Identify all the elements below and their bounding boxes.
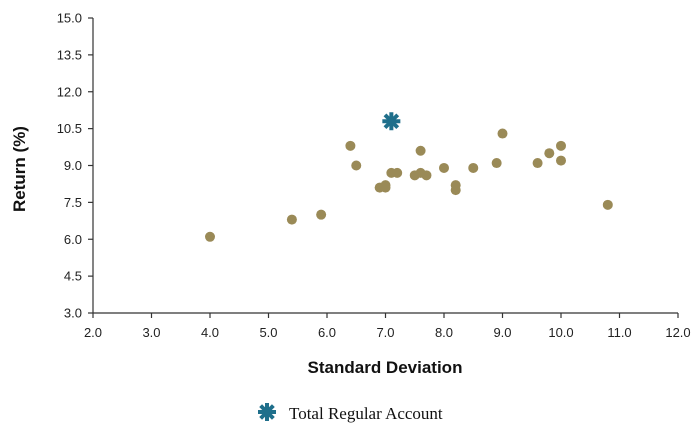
- data-point: [286, 214, 297, 225]
- y-tick-label: 6.0: [64, 232, 82, 247]
- y-tick-label: 15.0: [57, 11, 82, 26]
- x-tick-label: 2.0: [84, 325, 102, 340]
- x-axis-title: Standard Deviation: [308, 358, 463, 377]
- plot-area: 2.0 3.0 4.0 5.0 6.0 7.0 8.0 9.0 10.0 11.0 12.0 3.0…: [57, 11, 691, 341]
- y-tick-label: 10.5: [57, 121, 82, 136]
- data-point: [351, 160, 362, 171]
- data-point: [556, 140, 566, 151]
- data-point: [380, 182, 391, 193]
- y-tick-label: 9.0: [64, 158, 82, 173]
- legend-asterisk-icon: [258, 403, 276, 421]
- x-tick-label: 7.0: [376, 325, 394, 340]
- y-tick-label: 12.0: [57, 84, 82, 99]
- data-point: [316, 209, 327, 220]
- data-point: [556, 155, 566, 166]
- y-axis-ticks: 3.0 4.5 6.0 7.5 9.0 10.5 12.0 13.5 15.0: [57, 11, 93, 321]
- data-point: [421, 170, 432, 181]
- data-point: [439, 162, 449, 173]
- x-tick-label: 10.0: [548, 325, 573, 340]
- data-point: [468, 162, 479, 173]
- x-tick-label: 8.0: [435, 325, 453, 340]
- data-point: [544, 148, 555, 159]
- data-point: [491, 158, 502, 169]
- data-point: [205, 231, 215, 242]
- data-point: [392, 167, 403, 178]
- y-tick-label: 13.5: [57, 47, 82, 62]
- x-axis-ticks: 2.0 3.0 4.0 5.0 6.0 7.0 8.0 9.0 10.0 11.0 12.0: [84, 313, 691, 340]
- x-tick-label: 5.0: [259, 325, 277, 340]
- y-axis-title: Return (%): [10, 126, 29, 212]
- data-point: [450, 185, 461, 196]
- data-point: [345, 140, 356, 151]
- data-point: [602, 199, 613, 210]
- legend: Total Regular Account: [258, 403, 443, 423]
- x-tick-label: 4.0: [201, 325, 219, 340]
- x-tick-label: 12.0: [665, 325, 690, 340]
- highlight-point: [382, 112, 401, 131]
- x-tick-label: 11.0: [607, 325, 631, 340]
- data-points: [205, 112, 613, 242]
- x-tick-label: 6.0: [318, 325, 336, 340]
- x-tick-label: 3.0: [142, 325, 160, 340]
- legend-asterisk: [258, 403, 276, 421]
- data-point: [532, 158, 543, 169]
- x-tick-label: 9.0: [493, 325, 511, 340]
- y-tick-label: 3.0: [64, 306, 82, 321]
- y-tick-label: 4.5: [64, 269, 82, 284]
- legend-label: Total Regular Account: [289, 404, 443, 423]
- data-point: [415, 145, 426, 156]
- y-tick-label: 7.5: [64, 195, 82, 210]
- data-point: [497, 128, 508, 139]
